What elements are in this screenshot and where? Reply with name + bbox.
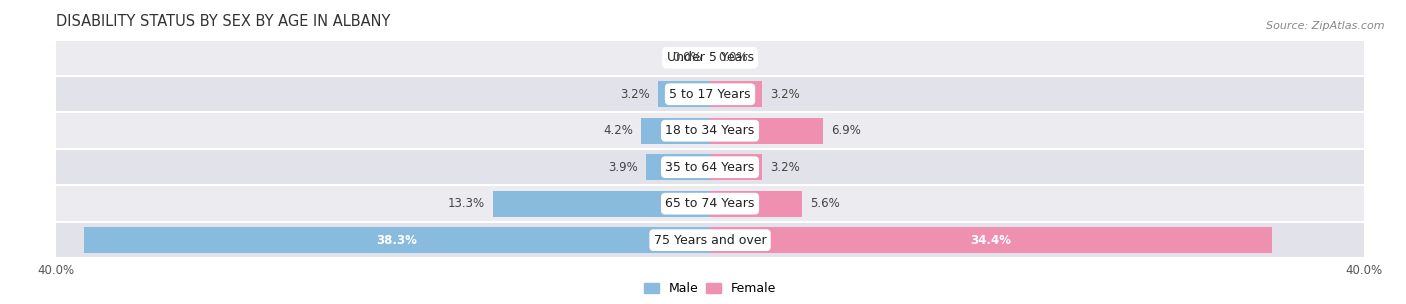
Bar xyxy=(641,118,710,144)
Text: 0.0%: 0.0% xyxy=(672,51,702,64)
Text: 4.2%: 4.2% xyxy=(603,124,633,137)
Text: 3.2%: 3.2% xyxy=(770,88,800,101)
Bar xyxy=(710,81,762,107)
Bar xyxy=(710,191,801,217)
Bar xyxy=(647,154,710,180)
Text: 18 to 34 Years: 18 to 34 Years xyxy=(665,124,755,137)
Bar xyxy=(56,149,1364,185)
Text: 3.2%: 3.2% xyxy=(770,161,800,174)
Text: 35 to 64 Years: 35 to 64 Years xyxy=(665,161,755,174)
Text: 34.4%: 34.4% xyxy=(970,234,1012,247)
Text: DISABILITY STATUS BY SEX BY AGE IN ALBANY: DISABILITY STATUS BY SEX BY AGE IN ALBAN… xyxy=(56,14,391,29)
Bar xyxy=(56,112,1364,149)
Bar xyxy=(492,191,710,217)
Text: Under 5 Years: Under 5 Years xyxy=(666,51,754,64)
Bar xyxy=(84,227,710,253)
Text: 5.6%: 5.6% xyxy=(810,197,839,210)
Text: 65 to 74 Years: 65 to 74 Years xyxy=(665,197,755,210)
Text: 0.0%: 0.0% xyxy=(718,51,748,64)
Bar xyxy=(56,222,1364,258)
Text: 3.9%: 3.9% xyxy=(609,161,638,174)
Bar xyxy=(56,40,1364,76)
Bar xyxy=(710,154,762,180)
Text: 6.9%: 6.9% xyxy=(831,124,860,137)
Bar xyxy=(710,227,1272,253)
Text: 13.3%: 13.3% xyxy=(447,197,485,210)
Text: 38.3%: 38.3% xyxy=(377,234,418,247)
Text: Source: ZipAtlas.com: Source: ZipAtlas.com xyxy=(1267,21,1385,31)
Text: 3.2%: 3.2% xyxy=(620,88,650,101)
Bar xyxy=(56,76,1364,112)
Text: 75 Years and over: 75 Years and over xyxy=(654,234,766,247)
Bar xyxy=(56,185,1364,222)
Legend: Male, Female: Male, Female xyxy=(638,277,782,300)
Bar xyxy=(658,81,710,107)
Bar xyxy=(710,118,823,144)
Text: 5 to 17 Years: 5 to 17 Years xyxy=(669,88,751,101)
